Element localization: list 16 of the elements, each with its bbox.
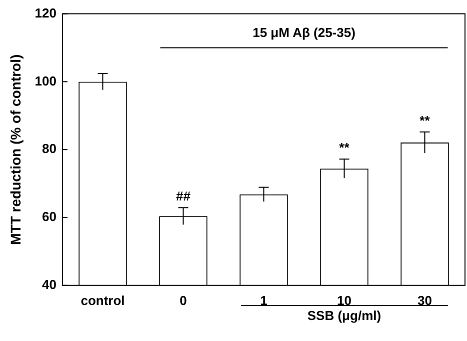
y-tick-label: 120 bbox=[34, 5, 56, 20]
ref-line-label: 15 μM Aβ (25-35) bbox=[252, 24, 356, 40]
annotation: ## bbox=[176, 188, 192, 204]
y-tick-label: 60 bbox=[42, 209, 56, 224]
y-tick-label: 100 bbox=[34, 73, 56, 88]
y-axis-title: MTT reduction (% of control) bbox=[7, 54, 24, 245]
x-tick-label: 1 bbox=[260, 292, 268, 308]
x-tick-label: 30 bbox=[418, 292, 432, 308]
x-tick-label: control bbox=[80, 292, 125, 308]
y-tick-label: 40 bbox=[42, 276, 56, 292]
annotation: ** bbox=[339, 140, 350, 156]
y-tick-label: 80 bbox=[42, 141, 56, 156]
annotation: ** bbox=[420, 113, 431, 128]
bracket: SSB (μg/ml) bbox=[240, 305, 448, 324]
x-tick-label: 0 bbox=[180, 292, 187, 308]
x-tick-label: 10 bbox=[337, 292, 352, 308]
